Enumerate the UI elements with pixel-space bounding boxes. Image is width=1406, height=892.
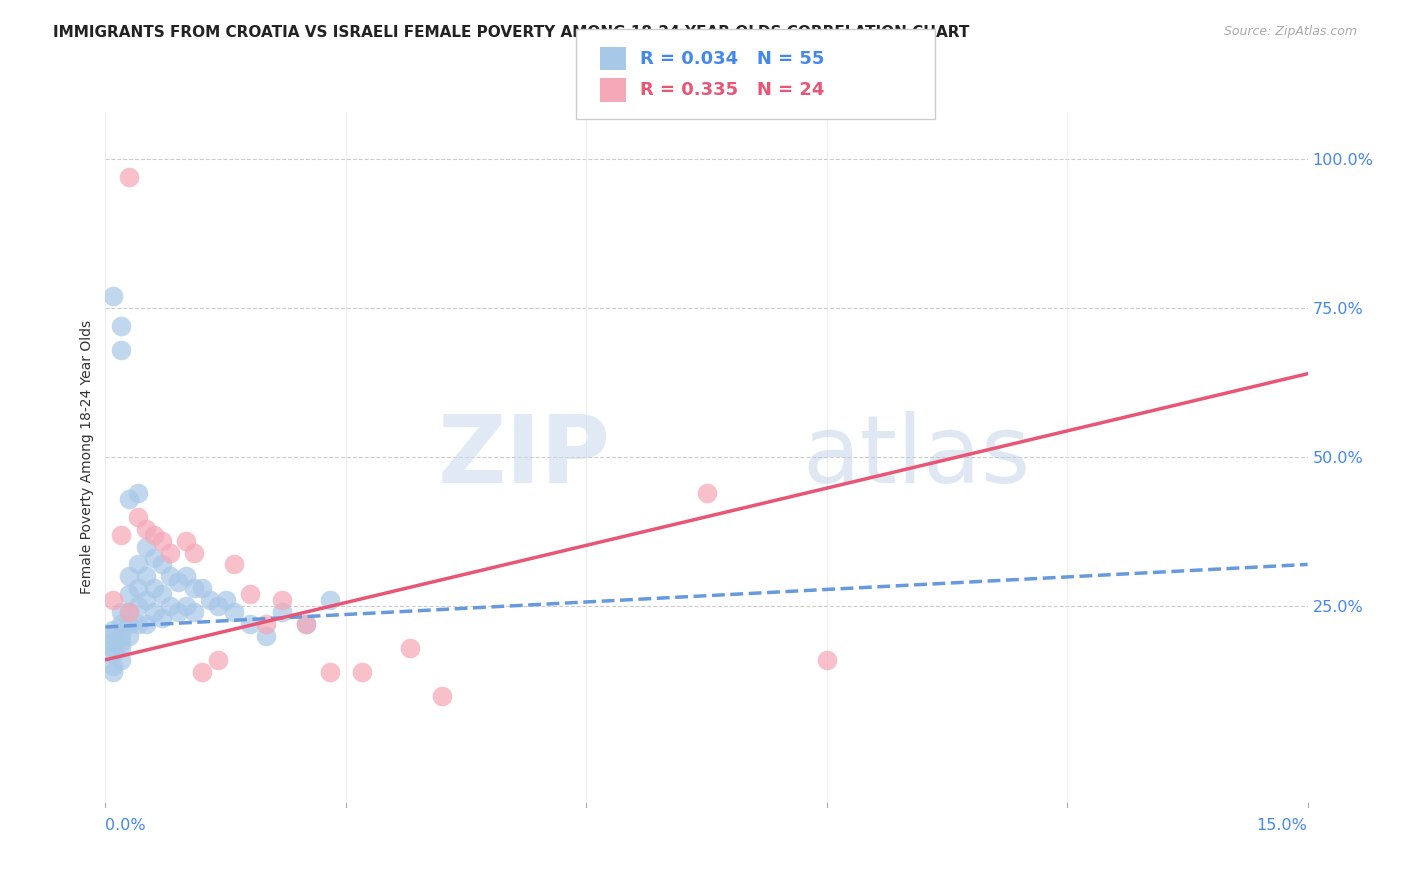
Point xyxy=(135,593,157,607)
Point xyxy=(110,635,132,649)
Point xyxy=(319,593,342,607)
Point xyxy=(166,605,188,619)
Point xyxy=(110,527,132,541)
Point xyxy=(103,629,125,643)
Point xyxy=(135,617,157,632)
Point xyxy=(103,647,125,661)
Point xyxy=(110,617,132,632)
Point xyxy=(150,611,173,625)
Point xyxy=(118,605,141,619)
Point xyxy=(118,605,141,619)
Point xyxy=(183,605,205,619)
Point xyxy=(174,569,197,583)
Point xyxy=(127,599,149,614)
Point xyxy=(207,653,229,667)
Text: R = 0.335   N = 24: R = 0.335 N = 24 xyxy=(640,81,824,99)
Point xyxy=(295,617,318,632)
Point xyxy=(127,509,149,524)
Point xyxy=(350,665,373,679)
Point xyxy=(142,581,165,595)
Point xyxy=(150,533,173,548)
Point xyxy=(295,617,318,632)
Point xyxy=(103,635,125,649)
Legend: Immigrants from Croatia, Israelis: Immigrants from Croatia, Israelis xyxy=(524,890,889,892)
Text: IMMIGRANTS FROM CROATIA VS ISRAELI FEMALE POVERTY AMONG 18-24 YEAR OLDS CORRELAT: IMMIGRANTS FROM CROATIA VS ISRAELI FEMAL… xyxy=(53,25,970,40)
Point xyxy=(118,629,141,643)
Point xyxy=(222,605,245,619)
Point xyxy=(319,665,342,679)
Text: ZIP: ZIP xyxy=(437,411,610,503)
Point xyxy=(254,617,277,632)
Point xyxy=(103,665,125,679)
Point xyxy=(159,545,181,559)
Point xyxy=(150,558,173,572)
Point xyxy=(399,640,422,655)
Point xyxy=(254,629,277,643)
Point xyxy=(110,343,132,357)
Point xyxy=(135,569,157,583)
Point xyxy=(127,617,149,632)
Text: 0.0%: 0.0% xyxy=(105,818,146,833)
Point xyxy=(222,558,245,572)
Point xyxy=(174,599,197,614)
Point xyxy=(166,575,188,590)
Point xyxy=(270,605,292,619)
Point xyxy=(239,587,262,601)
Point xyxy=(190,665,212,679)
Point xyxy=(103,593,125,607)
Point xyxy=(159,599,181,614)
Point xyxy=(198,593,221,607)
Point xyxy=(239,617,262,632)
Point xyxy=(127,581,149,595)
Point xyxy=(183,545,205,559)
Point xyxy=(135,522,157,536)
Point xyxy=(118,587,141,601)
Point xyxy=(815,653,838,667)
Point xyxy=(142,527,165,541)
Point xyxy=(174,533,197,548)
Point xyxy=(135,540,157,554)
Text: R = 0.034   N = 55: R = 0.034 N = 55 xyxy=(640,50,824,68)
Point xyxy=(118,617,141,632)
Point xyxy=(142,605,165,619)
Point xyxy=(118,169,141,184)
Text: atlas: atlas xyxy=(803,411,1031,503)
Point xyxy=(696,486,718,500)
Point xyxy=(183,581,205,595)
Point xyxy=(110,605,132,619)
Point xyxy=(103,623,125,637)
Point xyxy=(270,593,292,607)
Point xyxy=(103,289,125,303)
Point xyxy=(150,587,173,601)
Point xyxy=(110,319,132,334)
Point xyxy=(430,689,453,703)
Point xyxy=(110,640,132,655)
Y-axis label: Female Poverty Among 18-24 Year Olds: Female Poverty Among 18-24 Year Olds xyxy=(80,320,94,594)
Point xyxy=(127,558,149,572)
Point xyxy=(103,658,125,673)
Point xyxy=(127,486,149,500)
Point xyxy=(118,569,141,583)
Text: 15.0%: 15.0% xyxy=(1257,818,1308,833)
Point xyxy=(110,653,132,667)
Point xyxy=(142,551,165,566)
Point xyxy=(118,491,141,506)
Point xyxy=(207,599,229,614)
Point xyxy=(110,629,132,643)
Point xyxy=(159,569,181,583)
Text: Source: ZipAtlas.com: Source: ZipAtlas.com xyxy=(1223,25,1357,38)
Point xyxy=(103,640,125,655)
Point xyxy=(214,593,236,607)
Point xyxy=(190,581,212,595)
